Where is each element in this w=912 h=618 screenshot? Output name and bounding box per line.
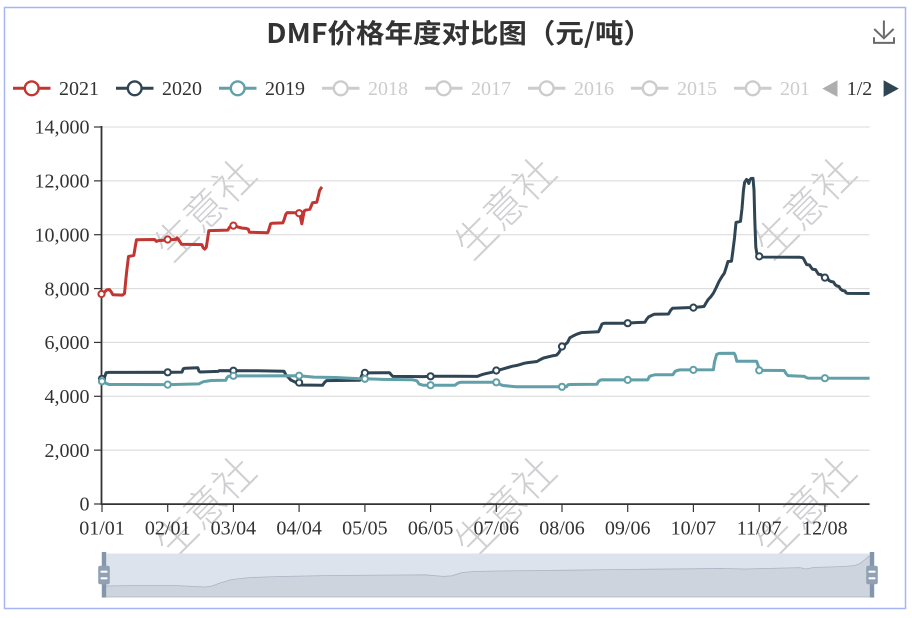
svg-text:01/01: 01/01	[79, 518, 125, 540]
svg-text:2015: 2015	[677, 78, 717, 100]
svg-text:08/06: 08/06	[539, 518, 585, 540]
svg-text:2021: 2021	[59, 78, 99, 100]
svg-text:03/04: 03/04	[211, 518, 257, 540]
svg-text:10,000: 10,000	[35, 224, 90, 246]
svg-text:0: 0	[80, 494, 90, 516]
svg-text:07/06: 07/06	[474, 518, 520, 540]
svg-text:2,000: 2,000	[45, 440, 90, 462]
svg-text:2020: 2020	[162, 78, 202, 100]
svg-text:2018: 2018	[368, 78, 408, 100]
svg-text:10/07: 10/07	[671, 518, 717, 540]
svg-text:6,000: 6,000	[45, 332, 90, 354]
svg-text:1/2: 1/2	[847, 78, 873, 100]
svg-text:04/04: 04/04	[276, 518, 322, 540]
svg-text:2019: 2019	[265, 78, 305, 100]
svg-text:11/07: 11/07	[737, 518, 782, 540]
svg-text:4,000: 4,000	[45, 386, 90, 408]
svg-text:8,000: 8,000	[45, 278, 90, 300]
svg-text:09/06: 09/06	[605, 518, 651, 540]
svg-text:02/01: 02/01	[145, 518, 191, 540]
svg-text:12/08: 12/08	[802, 518, 848, 540]
svg-text:14,000: 14,000	[35, 117, 90, 139]
svg-text:2016: 2016	[574, 78, 614, 100]
svg-text:201: 201	[780, 78, 810, 100]
svg-text:06/05: 06/05	[408, 518, 454, 540]
svg-text:05/05: 05/05	[342, 518, 388, 540]
svg-text:12,000: 12,000	[35, 171, 90, 193]
svg-text:2017: 2017	[471, 78, 511, 100]
